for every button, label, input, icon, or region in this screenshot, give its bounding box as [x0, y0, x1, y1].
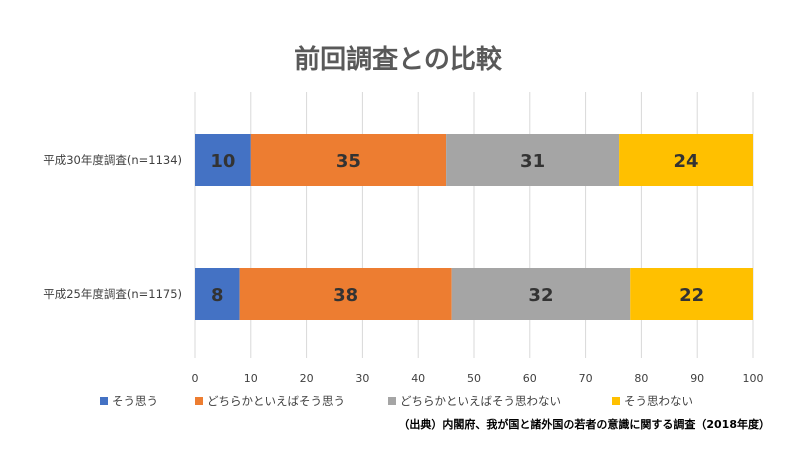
data-label: 31 — [520, 151, 545, 172]
legend-label: どちらかといえばそう思わない — [400, 394, 561, 408]
data-label: 32 — [528, 285, 553, 306]
x-tick-label: 80 — [634, 372, 648, 385]
legend-swatch — [100, 397, 108, 405]
data-label: 22 — [679, 285, 704, 306]
legend: そう思う どちらかといえばそう思う どちらかといえばそう思わない そう思わない — [100, 394, 693, 408]
legend-swatch — [195, 397, 203, 405]
x-tick-label: 100 — [743, 372, 764, 385]
category-labels: 平成30年度調査(n=1134) 平成25年度調査(n=1175) — [43, 153, 182, 301]
bar-segment — [195, 268, 240, 320]
category-label: 平成30年度調査(n=1134) — [43, 153, 182, 167]
chart-title: 前回調査との比較 — [294, 44, 503, 75]
x-tick-label: 40 — [411, 372, 425, 385]
x-tick-label: 20 — [300, 372, 314, 385]
legend-swatch — [388, 397, 396, 405]
bar-segment — [250, 134, 447, 186]
x-tick-label: 50 — [467, 372, 481, 385]
bar-segment — [195, 134, 251, 186]
x-tick-label: 90 — [690, 372, 704, 385]
legend-label: そう思う — [112, 394, 158, 408]
legend-label: そう思わない — [624, 394, 693, 408]
data-label: 24 — [674, 151, 699, 172]
bar-segment — [239, 268, 452, 320]
x-tick-label: 10 — [244, 372, 258, 385]
x-tick-label: 30 — [355, 372, 369, 385]
x-tick-label: 70 — [579, 372, 593, 385]
x-tick-label: 0 — [192, 372, 199, 385]
bar-segment — [451, 268, 631, 320]
source-note: （出典）内閣府、我が国と諸外国の若者の意識に関する調査（2018年度） — [398, 417, 770, 431]
legend-label: どちらかといえばそう思う — [207, 394, 345, 408]
x-axis-ticks: 0 10 20 30 40 50 60 70 80 90 100 — [192, 372, 764, 385]
data-label: 10 — [210, 151, 235, 172]
bars: 10 35 31 24 8 38 32 22 — [195, 134, 753, 320]
x-tick-label: 60 — [523, 372, 537, 385]
legend-swatch — [612, 397, 620, 405]
bar-segment — [630, 268, 753, 320]
bar-segment — [619, 134, 753, 186]
data-label: 35 — [336, 151, 361, 172]
bar-segment — [446, 134, 620, 186]
data-label: 38 — [333, 285, 358, 306]
category-label: 平成25年度調査(n=1175) — [43, 287, 182, 301]
data-label: 8 — [211, 285, 224, 306]
